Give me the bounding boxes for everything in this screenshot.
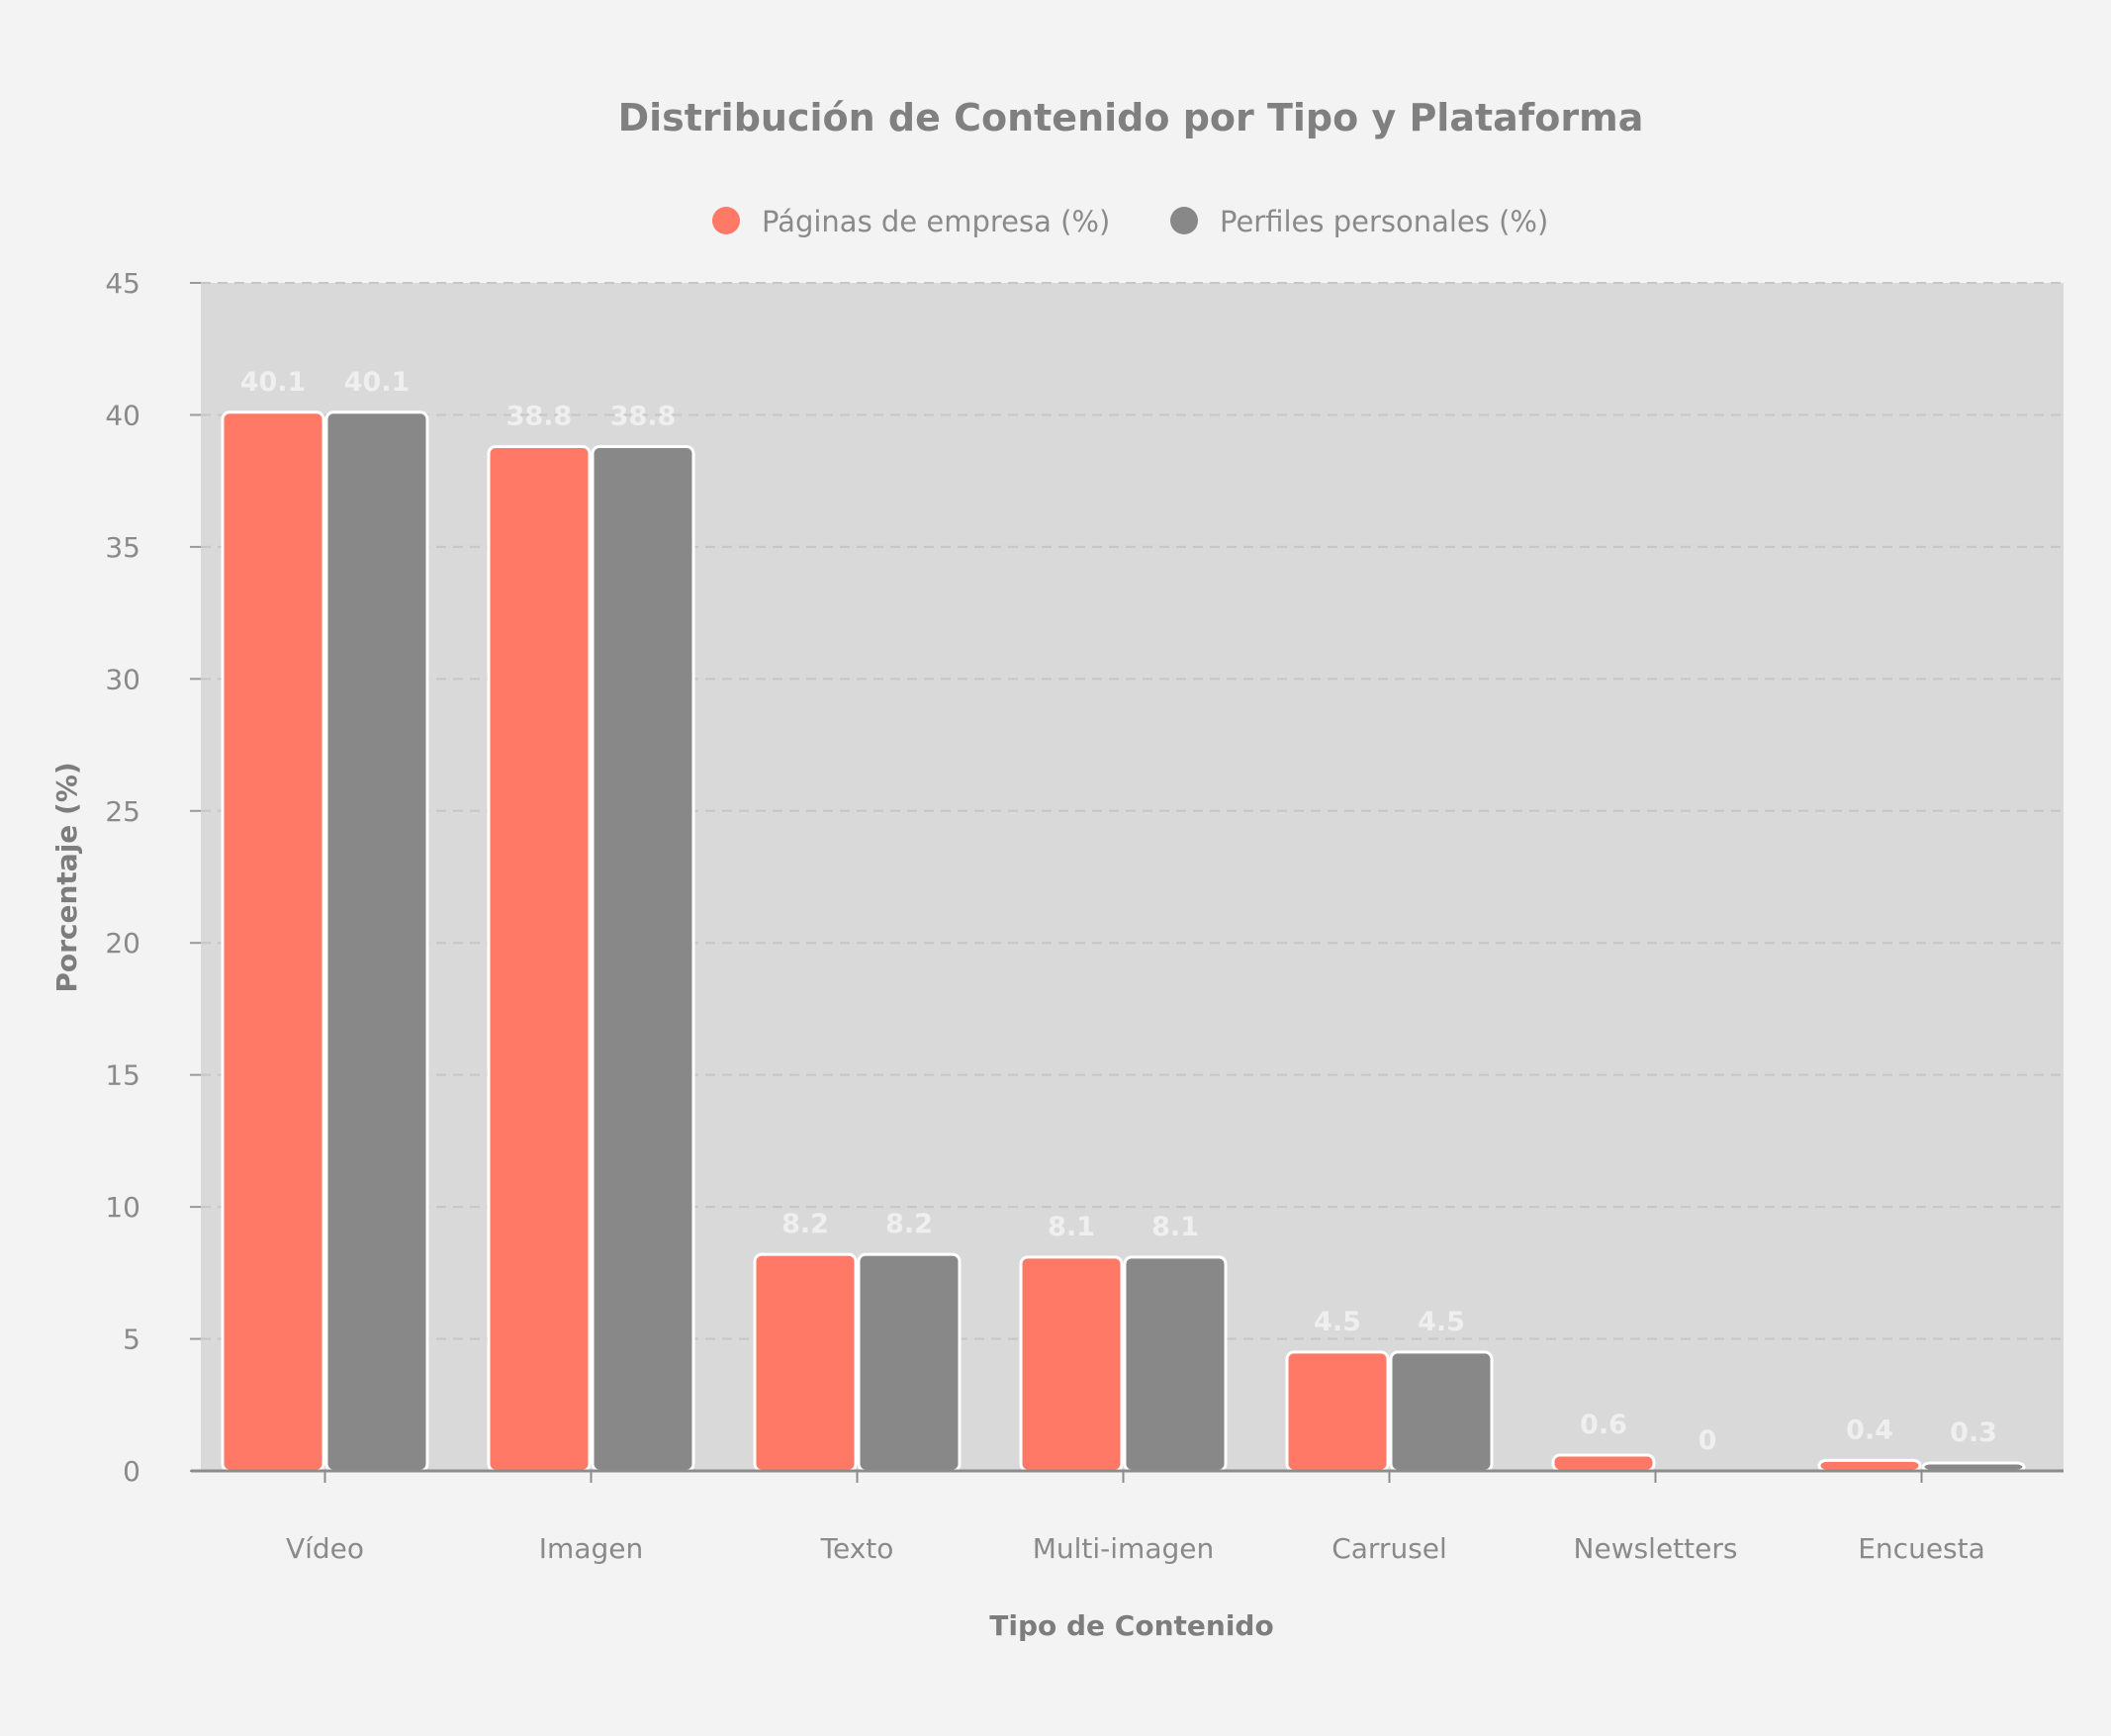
bar-personales[interactable] xyxy=(591,444,695,1473)
bar-empresa[interactable] xyxy=(487,444,592,1473)
bar-personales[interactable] xyxy=(1389,1350,1494,1473)
y-tick-label: 15 xyxy=(105,1059,140,1092)
data-label: 38.8 xyxy=(506,401,573,431)
bar-empresa[interactable] xyxy=(753,1252,858,1473)
y-tick-label: 10 xyxy=(105,1191,140,1224)
bar-personales[interactable] xyxy=(1123,1255,1228,1473)
y-axis-title: Porcentaje (%) xyxy=(50,762,83,992)
data-label: 0.3 xyxy=(1950,1417,1997,1448)
data-label: 0.6 xyxy=(1580,1410,1627,1440)
bar-personales[interactable] xyxy=(857,1252,962,1473)
data-label: 0.4 xyxy=(1846,1415,1893,1445)
data-label: 40.1 xyxy=(240,367,307,398)
legend-item-empresa[interactable]: Páginas de empresa (%) xyxy=(712,205,1110,238)
bar-empresa[interactable] xyxy=(1019,1255,1124,1473)
y-axis: 0 5 10 15 20 25 30 35 40 45 xyxy=(105,267,201,1488)
legend-item-personales[interactable]: Perfiles personales (%) xyxy=(1170,205,1548,238)
x-tick-label: Texto xyxy=(820,1532,894,1565)
y-tick-label: 35 xyxy=(105,531,140,564)
data-label: 8.2 xyxy=(885,1209,933,1239)
x-tick-label: Imagen xyxy=(539,1532,643,1565)
x-tick-label: Carrusel xyxy=(1331,1532,1447,1565)
x-tick-label: Newsletters xyxy=(1574,1532,1738,1565)
legend: Páginas de empresa (%) Perfiles personal… xyxy=(712,205,1548,238)
legend-swatch-empresa xyxy=(712,207,740,234)
y-tick-label: 5 xyxy=(123,1324,140,1356)
x-tick-label: Encuesta xyxy=(1858,1532,1985,1565)
legend-label-empresa: Páginas de empresa (%) xyxy=(762,205,1110,238)
y-tick-label: 30 xyxy=(105,663,140,695)
bar-empresa[interactable] xyxy=(221,411,325,1473)
chart-title: Distribución de Contenido por Tipo y Pla… xyxy=(618,96,1644,139)
data-label: 8.2 xyxy=(781,1209,829,1239)
bars xyxy=(221,411,2026,1473)
x-tick-label: Vídeo xyxy=(286,1532,364,1565)
data-label: 40.1 xyxy=(344,367,411,398)
data-label: 38.8 xyxy=(610,401,677,431)
data-label: 0 xyxy=(1698,1425,1717,1456)
data-labels: 40.1 40.1 38.8 38.8 8.2 8.2 8.1 8.1 4.5 4.5 0.6 0 0.… xyxy=(240,367,1997,1456)
legend-label-personales: Perfiles personales (%) xyxy=(1220,205,1548,238)
legend-swatch-personales xyxy=(1170,207,1198,234)
bar-empresa[interactable] xyxy=(1551,1453,1656,1473)
bar-personales[interactable] xyxy=(324,411,429,1473)
y-tick-label: 40 xyxy=(105,399,140,431)
data-label: 8.1 xyxy=(1048,1212,1095,1242)
y-tick-label: 0 xyxy=(123,1455,140,1488)
data-label: 4.5 xyxy=(1314,1307,1361,1337)
data-label: 8.1 xyxy=(1151,1212,1199,1242)
y-tick-label: 25 xyxy=(105,795,140,828)
bar-empresa[interactable] xyxy=(1817,1458,1922,1473)
y-tick-label: 20 xyxy=(105,927,140,959)
x-axis-title: Tipo de Contenido xyxy=(989,1609,1273,1642)
y-tick-label: 45 xyxy=(105,267,140,300)
x-tick-label: Multi-imagen xyxy=(1033,1532,1215,1565)
data-label: 4.5 xyxy=(1418,1307,1465,1337)
bar-empresa[interactable] xyxy=(1285,1350,1390,1473)
x-axis: Vídeo Imagen Texto Multi-imagen Carrusel News… xyxy=(191,1469,2064,1565)
